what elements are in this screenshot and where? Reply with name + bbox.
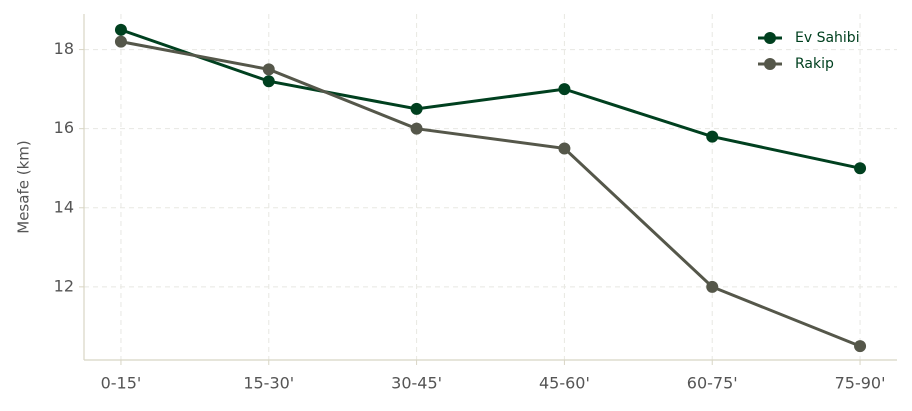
legend-label: Rakip [795, 56, 834, 72]
point [114, 23, 127, 36]
x-tick-label: 15-30' [243, 374, 294, 393]
point [854, 340, 867, 353]
x-tick-label: 60-75' [687, 374, 738, 393]
legend-marker [764, 58, 776, 70]
point [706, 280, 719, 293]
point [558, 142, 571, 155]
x-tick-label: 45-60' [539, 374, 590, 393]
point [262, 75, 275, 88]
point [706, 130, 719, 143]
point [410, 122, 423, 135]
point [410, 102, 423, 115]
x-tick-label: 75-90' [835, 374, 886, 393]
y-tick-label: 12 [54, 276, 74, 295]
y-tick-label: 18 [54, 39, 74, 58]
legend-marker [764, 32, 776, 44]
point [114, 35, 127, 48]
y-tick-label: 16 [54, 118, 74, 137]
series-line [120, 28, 861, 170]
point [558, 83, 571, 96]
x-tick-label: 30-45' [391, 374, 442, 393]
point [262, 63, 275, 76]
legend-label: Ev Sahibi [795, 30, 860, 46]
y-axis-label: Mesafe (km) [15, 140, 33, 233]
y-tick-label: 14 [54, 197, 74, 216]
point [854, 162, 867, 175]
x-tick-label: 0-15' [101, 374, 142, 393]
series-line [120, 40, 861, 348]
